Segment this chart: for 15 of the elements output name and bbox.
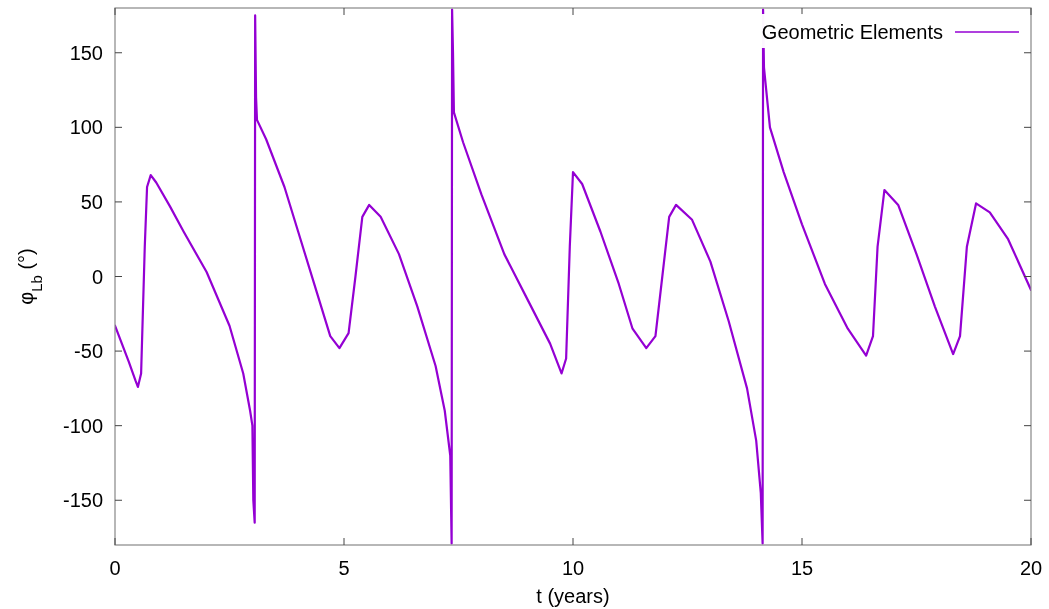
y-tick-label: 50 [80, 190, 103, 213]
y-tick-label: 150 [69, 41, 103, 64]
x-tick-label: 20 [1019, 557, 1043, 579]
y-tick-label: -150 [62, 489, 103, 512]
x-tick-label: 0 [109, 557, 121, 579]
x-axis-title: t (years) [536, 585, 610, 607]
y-tick-label: 100 [69, 116, 103, 139]
x-tick-label: 10 [561, 557, 585, 579]
x-tick-label: 5 [338, 557, 350, 579]
y-tick-label: -50 [74, 340, 103, 363]
line-series [115, 8, 1031, 545]
y-tick-label: -100 [62, 414, 103, 437]
x-tick-label: 15 [790, 557, 814, 579]
legend-label: Geometric Elements [761, 21, 943, 43]
y-tick-label: 0 [91, 265, 103, 288]
